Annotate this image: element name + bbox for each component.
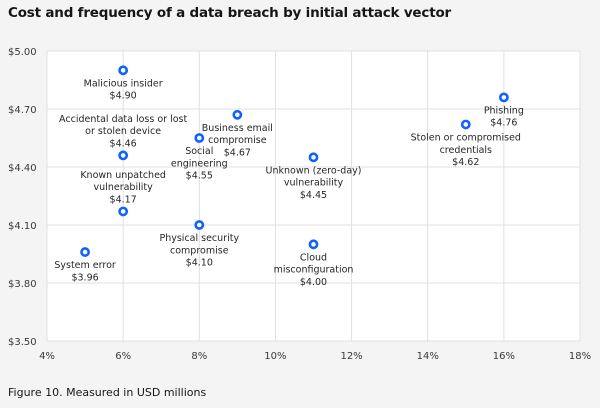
data-value-label: $4.90 xyxy=(110,91,137,102)
data-value-label: $4.76 xyxy=(490,118,517,129)
data-point-label: or stolen device xyxy=(85,126,161,137)
y-tick-label: $4.10 xyxy=(8,221,37,232)
chart-title: Cost and frequency of a data breach by i… xyxy=(8,5,451,21)
y-tick-label: $5.00 xyxy=(8,47,37,58)
data-point xyxy=(118,206,129,217)
data-value-label: $4.10 xyxy=(186,258,213,269)
data-point xyxy=(460,119,471,130)
scatter-chart: 4% 6% 8% 10% 12% 14% 16% 18% $3.50 $3.80 $4.10 $4.4… xyxy=(8,47,591,362)
data-point-label: Unknown (zero-day) xyxy=(266,165,362,176)
x-tick-label: 14% xyxy=(417,351,439,362)
data-point-label: compromise xyxy=(208,135,267,146)
data-value-label: $4.00 xyxy=(300,277,327,288)
data-point xyxy=(498,92,509,103)
data-point-label: System error xyxy=(54,260,116,271)
data-value-label: $4.62 xyxy=(452,157,479,168)
data-point-label: Accidental data loss or lost xyxy=(59,114,187,125)
x-tick-label: 18% xyxy=(569,351,591,362)
x-tick-label: 6% xyxy=(115,351,131,362)
x-tick-label: 4% xyxy=(39,351,55,362)
data-point-label: Phishing xyxy=(484,105,524,116)
data-point-label: compromise xyxy=(170,245,229,256)
data-point xyxy=(118,150,129,161)
data-point xyxy=(80,247,90,257)
data-point-label: engineering xyxy=(171,158,228,169)
data-point xyxy=(308,239,319,250)
x-tick-label: 12% xyxy=(340,351,362,362)
data-point-label: credentials xyxy=(440,145,492,156)
data-point-label: misconfiguration xyxy=(274,265,354,276)
data-value-label: $4.46 xyxy=(110,138,137,149)
data-point-label: Business email xyxy=(202,123,273,134)
plot-area xyxy=(47,51,580,341)
data-value-label: $4.45 xyxy=(300,190,327,201)
data-point xyxy=(232,109,243,120)
y-tick-label: $3.50 xyxy=(8,337,37,348)
data-value-label: $4.17 xyxy=(110,194,137,205)
y-tick-label: $3.80 xyxy=(8,279,37,290)
data-value-label: $3.96 xyxy=(71,272,98,283)
data-point-label: Stolen or compromised xyxy=(411,132,521,143)
y-tick-label: $4.40 xyxy=(8,163,37,174)
x-tick-label: 10% xyxy=(264,351,286,362)
data-value-label: $4.67 xyxy=(224,147,251,158)
data-point-label: Social xyxy=(185,146,213,157)
x-tick-label: 8% xyxy=(191,351,207,362)
data-point-label: Physical security xyxy=(159,233,239,244)
data-point xyxy=(308,152,319,163)
data-point-label: vulnerability xyxy=(94,182,154,193)
data-value-label: $4.55 xyxy=(186,171,213,182)
data-point xyxy=(118,65,129,76)
data-point-label: Known unpatched xyxy=(80,170,166,181)
data-point xyxy=(194,133,205,143)
x-tick-label: 16% xyxy=(493,351,515,362)
y-tick-label: $4.70 xyxy=(8,105,37,116)
data-point-label: vulnerability xyxy=(284,178,344,189)
data-point xyxy=(194,220,205,230)
data-point-label: Cloud xyxy=(300,252,327,263)
figure-caption: Figure 10. Measured in USD millions xyxy=(8,386,207,399)
data-point-label: Malicious insider xyxy=(84,78,163,89)
